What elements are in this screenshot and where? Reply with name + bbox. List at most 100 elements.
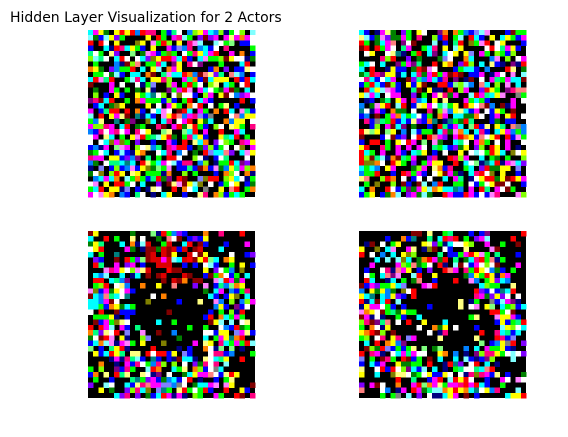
pixel: [239, 345, 245, 352]
pixel: [213, 345, 219, 352]
pixel: [458, 377, 464, 383]
pixel: [395, 241, 402, 247]
pixel: [452, 82, 459, 88]
pixel: [364, 155, 370, 161]
pixel: [218, 340, 224, 347]
pixel: [468, 371, 475, 378]
pixel: [124, 123, 131, 130]
pixel: [364, 45, 370, 52]
pixel: [374, 361, 381, 367]
pixel: [124, 246, 131, 253]
pixel: [385, 45, 391, 52]
pixel: [442, 176, 449, 182]
pixel: [479, 150, 485, 156]
pixel: [108, 186, 115, 193]
pixel: [171, 231, 178, 237]
pixel: [228, 283, 235, 289]
pixel: [161, 56, 167, 62]
pixel: [494, 87, 501, 93]
pixel: [134, 186, 141, 193]
pixel: [385, 293, 391, 300]
pixel: [98, 371, 104, 378]
pixel: [134, 82, 141, 88]
pixel: [442, 387, 449, 394]
pixel: [364, 71, 370, 78]
pixel: [150, 139, 157, 146]
pixel: [515, 387, 522, 394]
pixel: [171, 134, 178, 140]
pixel: [379, 324, 386, 331]
pixel: [244, 108, 251, 114]
pixel: [385, 56, 391, 62]
pixel: [437, 113, 443, 120]
pixel: [145, 176, 151, 182]
pixel: [187, 113, 193, 120]
pixel: [452, 351, 459, 357]
pixel: [155, 144, 162, 151]
pixel: [114, 314, 120, 321]
pixel: [374, 139, 381, 146]
pixel: [426, 251, 433, 258]
pixel: [416, 103, 422, 109]
pixel: [390, 277, 396, 284]
pixel: [432, 186, 438, 193]
pixel: [374, 382, 381, 388]
pixel: [208, 371, 214, 378]
pixel: [181, 181, 188, 187]
pixel: [442, 330, 449, 336]
pixel: [515, 155, 522, 161]
pixel: [458, 45, 464, 52]
pixel: [520, 30, 527, 36]
pixel: [103, 30, 110, 36]
pixel: [432, 345, 438, 352]
pixel: [479, 97, 485, 104]
pixel: [145, 392, 151, 399]
pixel: [140, 267, 146, 274]
pixel: [155, 387, 162, 394]
pixel: [228, 335, 235, 341]
pixel: [379, 118, 386, 125]
pixel: [499, 150, 506, 156]
pixel: [134, 30, 141, 36]
pixel: [421, 129, 428, 135]
pixel: [447, 387, 454, 394]
pixel: [88, 186, 94, 193]
pixel: [452, 377, 459, 383]
pixel: [437, 76, 443, 83]
pixel: [234, 118, 240, 125]
pixel: [385, 113, 391, 120]
pixel: [124, 191, 131, 198]
pixel: [484, 186, 490, 193]
pixel: [176, 118, 183, 125]
pixel: [223, 351, 230, 357]
pixel: [166, 45, 172, 52]
pixel: [458, 123, 464, 130]
pixel: [228, 277, 235, 284]
pixel: [171, 283, 178, 289]
pixel: [499, 92, 506, 99]
pixel: [114, 176, 120, 182]
pixel: [468, 30, 475, 36]
pixel: [228, 351, 235, 357]
pixel: [213, 66, 219, 73]
pixel: [208, 340, 214, 347]
pixel: [411, 236, 417, 242]
pixel: [187, 30, 193, 36]
pixel: [473, 262, 480, 268]
pixel: [171, 61, 178, 67]
pixel: [140, 45, 146, 52]
pixel: [484, 150, 490, 156]
pixel: [145, 351, 151, 357]
pixel: [124, 387, 131, 394]
pixel: [494, 71, 501, 78]
pixel: [134, 61, 141, 67]
pixel: [244, 267, 251, 274]
pixel: [166, 160, 172, 166]
pixel: [484, 103, 490, 109]
pixel: [228, 123, 235, 130]
pixel: [228, 82, 235, 88]
pixel: [88, 340, 94, 347]
pixel: [468, 150, 475, 156]
pixel: [390, 35, 396, 41]
